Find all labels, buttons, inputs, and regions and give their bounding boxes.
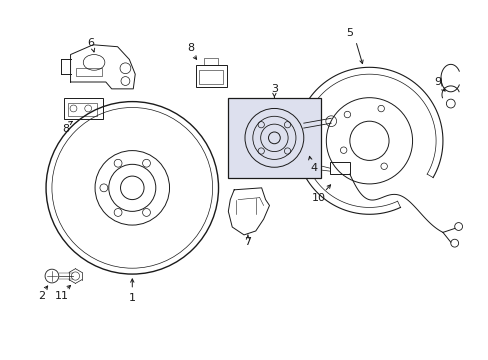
Bar [76, 68, 102, 76]
Bar [203, 58, 217, 65]
Text: 3: 3 [270, 84, 277, 94]
Bar [329, 162, 349, 174]
Text: 9: 9 [434, 77, 441, 87]
Text: 2: 2 [39, 291, 45, 301]
Bar [228, 98, 321, 178]
Text: 10: 10 [311, 193, 325, 203]
Text: 5: 5 [346, 28, 353, 38]
Text: 1: 1 [128, 293, 136, 303]
Bar [199, 70, 223, 84]
Text: 11: 11 [55, 291, 69, 301]
Bar [67, 103, 97, 116]
Text: 6: 6 [87, 38, 95, 48]
Text: 4: 4 [309, 163, 317, 173]
Text: 8: 8 [62, 124, 69, 134]
Bar [196, 66, 227, 87]
Bar [63, 98, 102, 119]
Text: 7: 7 [244, 237, 251, 247]
Text: 8: 8 [187, 43, 194, 53]
